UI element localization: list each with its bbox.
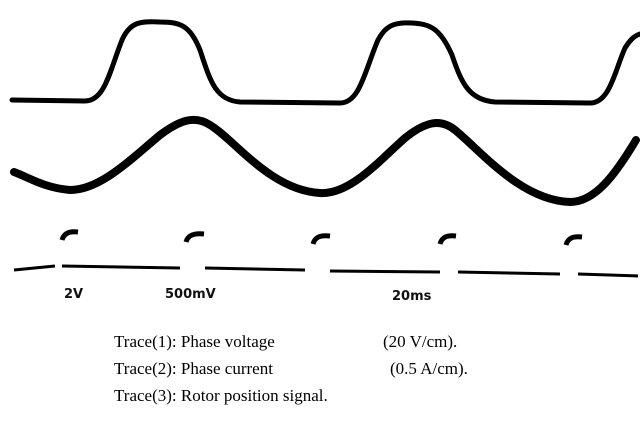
caption-scale: (20 V/cm). <box>383 332 457 351</box>
oscilloscope-traces <box>12 22 640 276</box>
scope-label: 2V <box>64 287 83 302</box>
trace-3 <box>14 232 638 276</box>
caption-label: Trace(3): Rotor position signal. <box>114 386 328 405</box>
caption-label: Trace(2): Phase current <box>114 359 273 378</box>
figure: 2V 500mV 20ms Trace(1): Phase voltage (2… <box>0 0 640 447</box>
caption-label: Trace(1): Phase voltage <box>114 332 275 351</box>
scope-label: 20ms <box>392 289 432 304</box>
scope-label: 500mV <box>165 287 216 302</box>
caption-scale: (0.5 A/cm). <box>390 359 468 378</box>
trace-2 <box>14 120 636 202</box>
trace-1 <box>12 22 640 103</box>
